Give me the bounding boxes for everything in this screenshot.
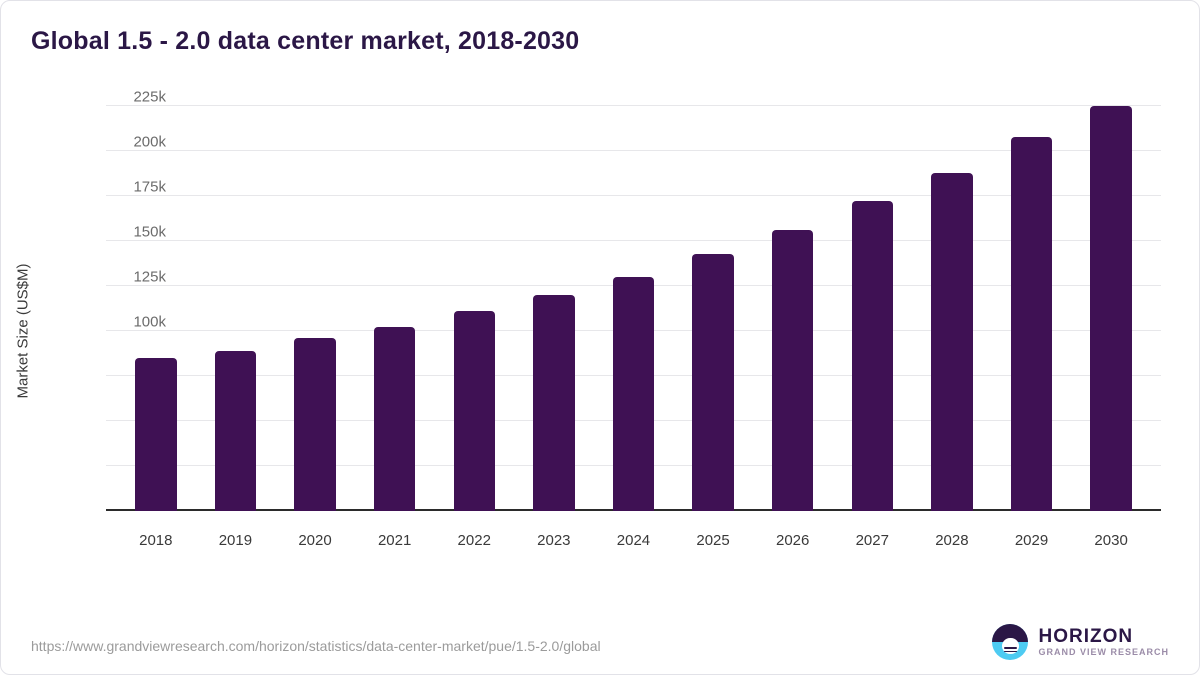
- bars-wrap: 2018 2019 2020 2021 2022: [106, 106, 1161, 511]
- bar-group-2029: 2029: [992, 106, 1072, 511]
- bar-group-2026: 2026: [753, 106, 833, 511]
- chart-title: Global 1.5 - 2.0 data center market, 201…: [31, 27, 579, 56]
- bar-group-2028: 2028: [912, 106, 992, 511]
- bar-2027[interactable]: [852, 201, 893, 511]
- chart-area: Market Size (US$M) 0 25k 50k 75k 100k 12…: [31, 96, 1171, 566]
- xtick-label: 2023: [514, 532, 594, 549]
- brand-logo: HORIZON GRAND VIEW RESEARCH: [992, 624, 1169, 660]
- bar-group-2023: 2023: [514, 106, 594, 511]
- bar-2030[interactable]: [1090, 106, 1131, 511]
- bar-2019[interactable]: [215, 351, 256, 511]
- horizon-logo-icon: [992, 624, 1028, 660]
- bar-group-2024: 2024: [594, 106, 674, 511]
- xtick-label: 2029: [992, 532, 1072, 549]
- chart-card: Global 1.5 - 2.0 data center market, 201…: [0, 0, 1200, 675]
- bar-2021[interactable]: [374, 327, 415, 511]
- bar-group-2018: 2018: [116, 106, 196, 511]
- bar-2018[interactable]: [135, 358, 176, 511]
- bar-group-2022: 2022: [434, 106, 514, 511]
- logo-brand-name: HORIZON: [1038, 627, 1169, 648]
- bar-2022[interactable]: [454, 311, 495, 511]
- bar-2020[interactable]: [294, 338, 335, 511]
- bar-2028[interactable]: [931, 173, 972, 511]
- xtick-label: 2030: [1071, 532, 1151, 549]
- xtick-label: 2021: [355, 532, 435, 549]
- bar-2024[interactable]: [613, 277, 654, 511]
- xtick-label: 2027: [832, 532, 912, 549]
- bar-group-2019: 2019: [196, 106, 276, 511]
- bar-group-2025: 2025: [673, 106, 753, 511]
- bar-group-2030: 2030: [1071, 106, 1151, 511]
- xtick-label: 2025: [673, 532, 753, 549]
- bar-group-2027: 2027: [832, 106, 912, 511]
- bar-2025[interactable]: [692, 254, 733, 511]
- bar-2029[interactable]: [1011, 137, 1052, 511]
- xtick-label: 2020: [275, 532, 355, 549]
- bar-group-2020: 2020: [275, 106, 355, 511]
- bar-2023[interactable]: [533, 295, 574, 511]
- source-url-label[interactable]: https://www.grandviewresearch.com/horizo…: [31, 638, 601, 654]
- xtick-label: 2019: [196, 532, 276, 549]
- plot-area: 0 25k 50k 75k 100k 125k 150k 175k 200k 2…: [106, 106, 1161, 511]
- xtick-label: 2024: [594, 532, 674, 549]
- y-axis-label: Market Size (US$M): [15, 263, 32, 398]
- logo-sub-label: GRAND VIEW RESEARCH: [1038, 648, 1169, 658]
- bar-2026[interactable]: [772, 230, 813, 511]
- xtick-label: 2022: [434, 532, 514, 549]
- xtick-label: 2026: [753, 532, 833, 549]
- ytick-label: 225k: [106, 89, 166, 106]
- xtick-label: 2028: [912, 532, 992, 549]
- xtick-label: 2018: [116, 532, 196, 549]
- bar-group-2021: 2021: [355, 106, 435, 511]
